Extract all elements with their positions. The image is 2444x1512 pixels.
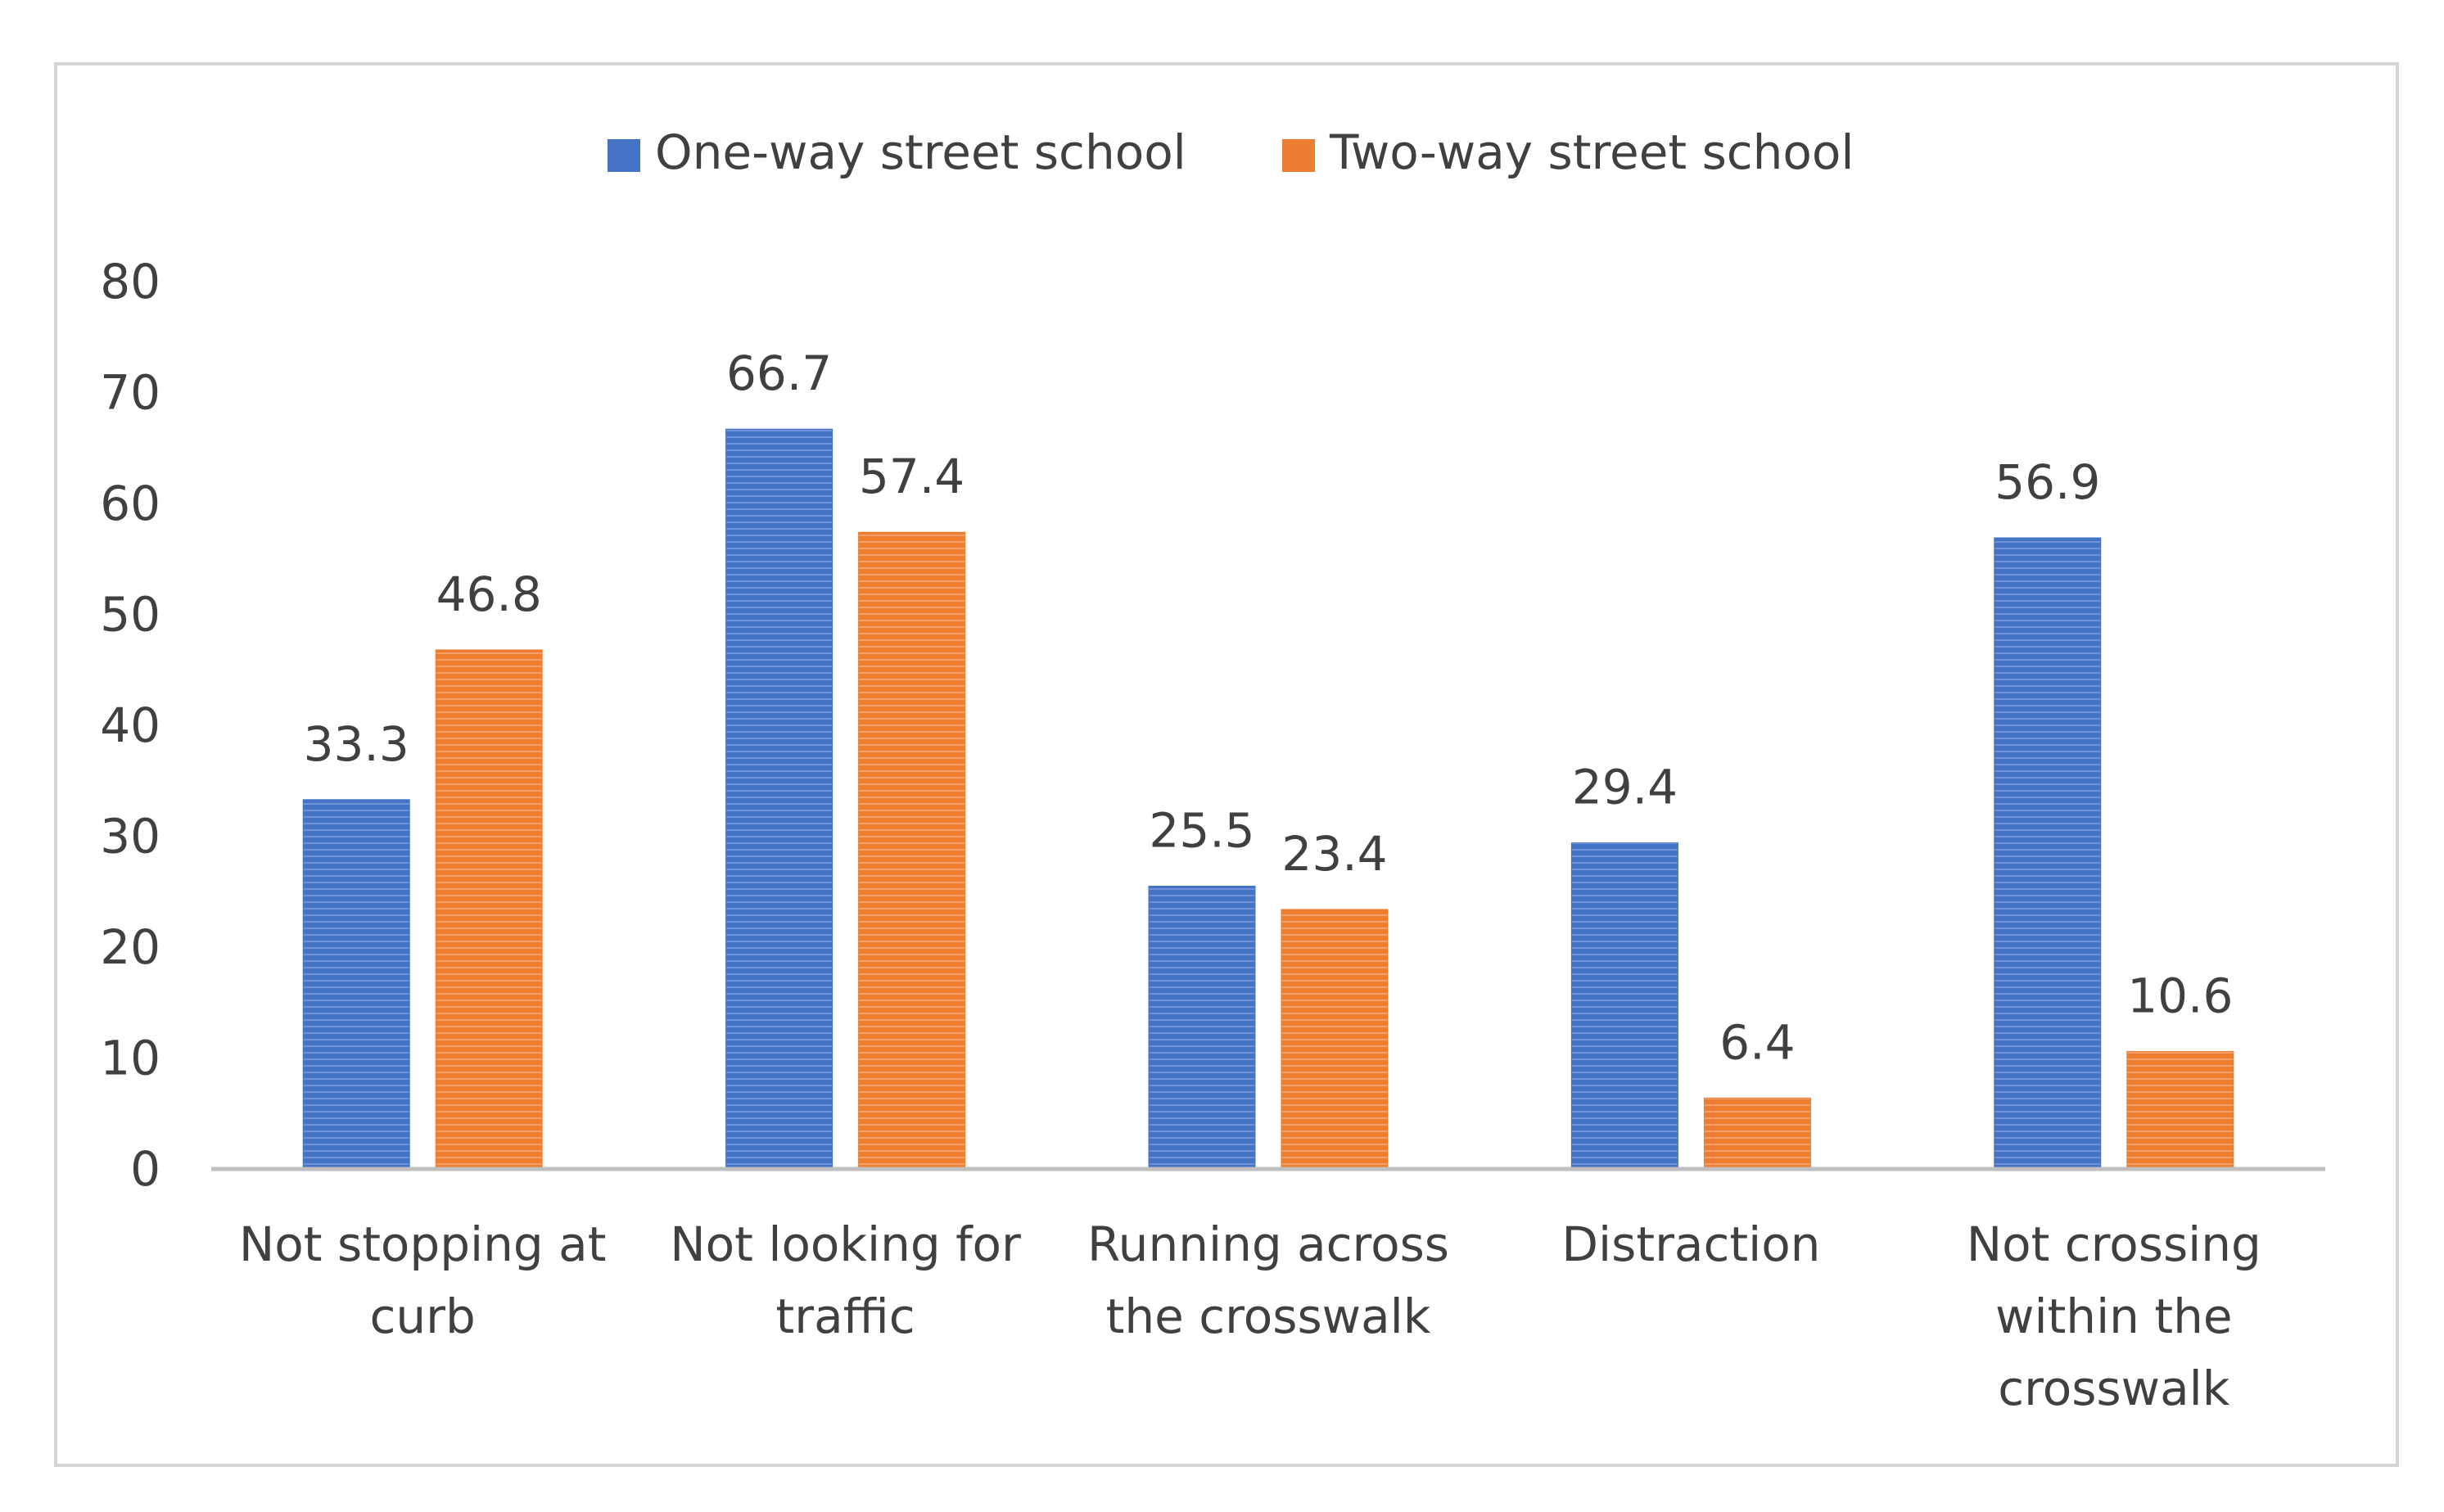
legend-label-two-way-street-school: Two-way street school [1329,124,1854,180]
data-label-two-way-street-school-2: 57.4 [859,449,964,504]
x-category-label-2-line-1: Not looking for [670,1216,1021,1272]
legend: One-way street school Two-way street scho… [608,124,1854,180]
bar-one-way-street-school-2 [725,428,833,1170]
bar-one-way-street-school-1 [302,799,410,1170]
bar-two-way-street-school-4 [1703,1097,1811,1170]
data-label-one-way-street-school-5: 56.9 [1995,454,2100,510]
y-tick-label-0: 0 [130,1141,160,1197]
x-category-label-1-line-1: Not stopping at [239,1216,607,1272]
y-tick-label-60: 60 [100,476,160,531]
y-tick-label-30: 30 [100,809,160,864]
x-category-label-3-line-1: Running across [1087,1216,1449,1272]
bar-two-way-street-school-3 [1281,909,1389,1170]
bar-two-way-street-school-1 [435,649,543,1170]
legend-swatch-two-way-street-school [1282,139,1315,172]
data-label-two-way-street-school-5: 10.6 [2127,968,2233,1023]
x-category-label-2-line-2: traffic [776,1289,915,1344]
bar-two-way-street-school-2 [858,531,966,1170]
bar-one-way-street-school-4 [1570,842,1678,1170]
x-category-label-3-line-2: the crosswalk [1106,1289,1431,1344]
data-label-two-way-street-school-4: 6.4 [1719,1014,1795,1070]
bar-data-labels: 33.3 46.8 66.7 57.4 25.5 23.4 29.4 6.4 56.9 10.6 [304,345,2234,1070]
bar-one-way-street-school-3 [1148,885,1256,1170]
data-label-one-way-street-school-4: 29.4 [1572,760,1678,815]
x-category-label-5-line-1: Not crossing [1967,1216,2261,1272]
x-category-label-1-line-2: curb [370,1289,476,1344]
y-axis: 0 10 20 30 40 50 60 70 80 [100,254,160,1197]
legend-label-one-way-street-school: One-way street school [655,124,1186,180]
legend-swatch-one-way-street-school [608,139,640,172]
x-category-label-5-line-3: crosswalk [1998,1361,2229,1416]
data-label-two-way-street-school-3: 23.4 [1281,826,1387,882]
y-tick-label-10: 10 [100,1031,160,1086]
data-label-two-way-street-school-1: 46.8 [436,566,542,622]
y-tick-label-50: 50 [100,587,160,643]
data-label-one-way-street-school-2: 66.7 [726,345,832,401]
x-category-label-5-line-2: within the [1995,1289,2233,1344]
bars [302,428,2234,1170]
y-tick-label-40: 40 [100,697,160,753]
y-tick-label-80: 80 [100,254,160,309]
y-tick-label-20: 20 [100,919,160,975]
x-axis: Not stopping at curb Not looking for traffi… [211,1167,2325,1416]
bar-one-way-street-school-5 [1994,537,2102,1170]
y-tick-label-70: 70 [100,365,160,421]
data-label-one-way-street-school-3: 25.5 [1149,802,1254,858]
bar-two-way-street-school-5 [2126,1050,2234,1170]
data-label-one-way-street-school-1: 33.3 [304,716,409,772]
x-category-label-4-line-1: Distraction [1561,1216,1820,1272]
